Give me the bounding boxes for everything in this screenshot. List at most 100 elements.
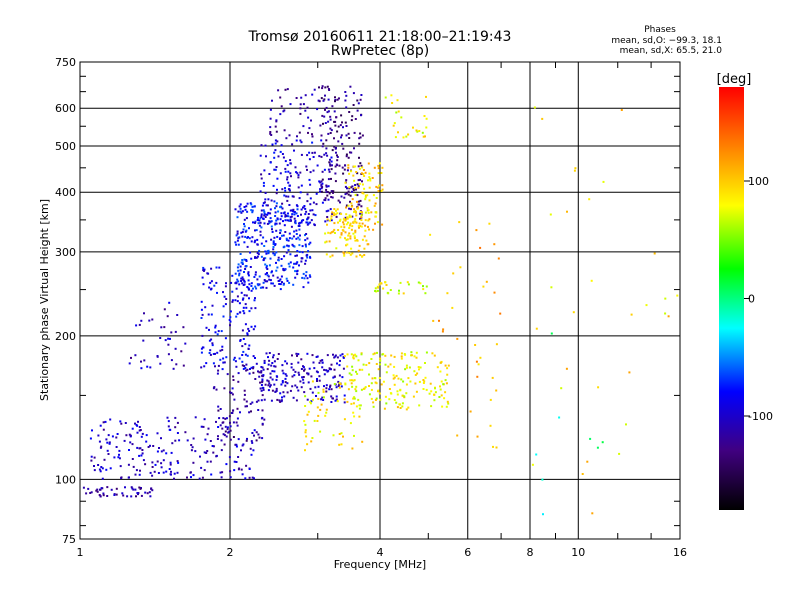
data-point [664, 312, 667, 315]
data-point [368, 362, 371, 365]
data-point [286, 279, 289, 282]
data-point [412, 395, 415, 398]
data-point [340, 232, 343, 235]
data-point [352, 187, 355, 190]
data-point [317, 99, 320, 102]
data-point [321, 178, 324, 181]
data-point [264, 216, 267, 218]
data-point [280, 275, 283, 278]
data-point [402, 136, 405, 139]
data-point [354, 194, 357, 196]
data-point [372, 353, 375, 356]
data-point [475, 360, 478, 363]
data-point [385, 284, 388, 286]
data-point [324, 232, 327, 235]
data-point [336, 362, 338, 365]
data-point [295, 237, 298, 240]
data-point [228, 319, 231, 321]
data-point [136, 446, 139, 449]
data-point [190, 444, 193, 446]
data-point [400, 357, 403, 360]
data-point [192, 474, 195, 477]
data-point [224, 430, 227, 433]
phases-heading: Phases [644, 25, 676, 35]
data-point [131, 487, 134, 490]
data-point [265, 266, 268, 269]
data-point [203, 418, 206, 421]
data-point [378, 283, 381, 286]
data-point [242, 310, 245, 312]
data-point [320, 187, 323, 190]
data-point [302, 272, 305, 275]
data-point [356, 109, 359, 112]
data-point [275, 166, 278, 168]
data-point [310, 219, 313, 222]
data-point [182, 364, 185, 367]
data-point [377, 190, 380, 193]
data-point [271, 230, 274, 233]
data-point [261, 394, 264, 397]
data-point [109, 467, 112, 470]
data-point [231, 411, 234, 414]
data-point [425, 351, 428, 354]
data-point [282, 220, 284, 223]
data-point [393, 383, 396, 386]
data-point [421, 131, 424, 134]
data-point [202, 266, 205, 269]
data-point [423, 115, 426, 117]
data-point [274, 215, 277, 217]
data-point [276, 276, 279, 279]
data-point [321, 145, 324, 148]
data-point [184, 431, 187, 434]
data-point [393, 355, 396, 358]
data-point [348, 372, 351, 375]
data-point [332, 376, 335, 379]
data-point [330, 219, 333, 222]
data-point [273, 383, 276, 386]
data-point [246, 202, 249, 205]
data-point [344, 185, 347, 188]
data-point [168, 468, 171, 470]
data-point [364, 386, 367, 389]
data-point [103, 458, 106, 461]
data-point [205, 362, 208, 365]
data-point [272, 243, 275, 246]
data-point [241, 345, 244, 348]
data-point [247, 274, 250, 277]
data-point [265, 352, 268, 355]
data-point [98, 440, 101, 443]
data-point [224, 417, 227, 420]
data-point [306, 168, 308, 171]
data-point [357, 102, 360, 105]
data-point [353, 379, 356, 382]
data-point [207, 427, 210, 430]
data-point [292, 235, 295, 238]
data-point [262, 368, 265, 371]
data-point [224, 303, 227, 306]
data-point [588, 198, 591, 201]
data-point [137, 420, 139, 423]
colorbar-tick-label: 100 [748, 175, 769, 188]
data-point [327, 120, 330, 123]
data-point [320, 155, 323, 158]
data-point [422, 288, 425, 291]
data-point [349, 151, 351, 154]
data-point [378, 377, 381, 380]
data-point [296, 254, 298, 257]
data-point [363, 175, 366, 177]
data-point [375, 397, 378, 400]
data-point [280, 105, 283, 108]
data-point [302, 206, 305, 209]
data-point [249, 266, 252, 268]
data-point [373, 166, 376, 169]
data-point [401, 402, 404, 405]
data-point [359, 217, 362, 220]
data-point [338, 164, 341, 167]
data-point [295, 139, 298, 142]
data-point [311, 209, 314, 212]
data-point [393, 399, 396, 401]
data-point [216, 372, 219, 375]
data-point [260, 144, 263, 147]
data-point [342, 435, 344, 438]
data-point [247, 348, 250, 350]
